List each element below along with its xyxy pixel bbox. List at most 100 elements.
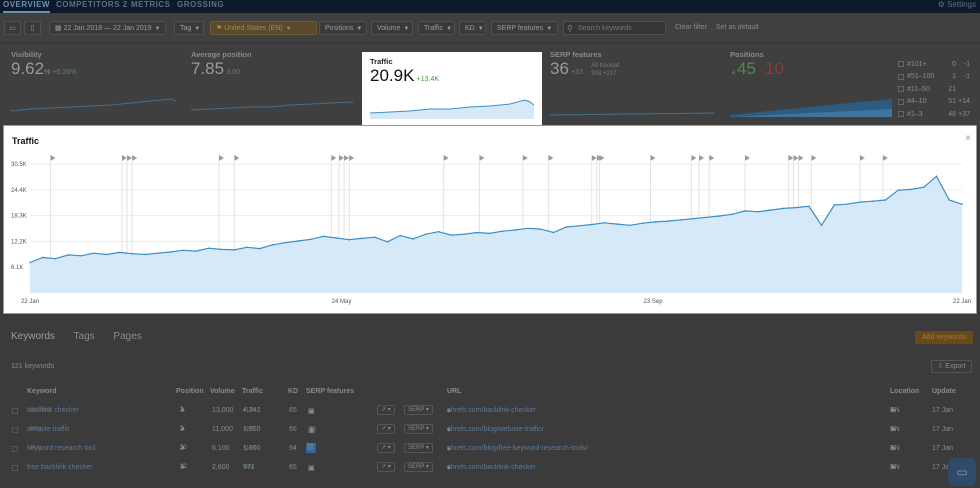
traffic-card[interactable]: Traffic 20.9K +13.4K bbox=[362, 52, 542, 125]
chart-dropdown[interactable]: ↗ ▾ bbox=[377, 405, 395, 415]
column-update[interactable]: Update bbox=[932, 388, 956, 395]
settings-link[interactable]: ⚙ Settings bbox=[937, 0, 976, 9]
average-position-card[interactable]: Average position 7.85 3.90 bbox=[191, 50, 355, 125]
date-range-picker[interactable]: ▦ 22 Jan 2018 — 22 Jan 2019 ▼ bbox=[49, 21, 166, 35]
chat-widget-button[interactable]: ▭ bbox=[948, 458, 976, 486]
url-cell[interactable]: 🔒︎ ahrefs.com/blog/free-keyword-research-… bbox=[447, 445, 588, 453]
data-point bbox=[680, 219, 682, 221]
table-row[interactable]: keyword research tool blog 2 ▲ 20 6,100 1,… bbox=[0, 440, 980, 459]
tab-pages[interactable]: Pages bbox=[113, 331, 142, 342]
column-serp-features[interactable]: SERP features bbox=[306, 388, 355, 395]
legend-row[interactable]: #1–3 48 +37 bbox=[898, 108, 970, 121]
tab-overview[interactable]: OVERVIEW bbox=[3, 0, 50, 13]
legend-row[interactable]: #4–10 51 +14 bbox=[898, 96, 970, 109]
legend-checkbox[interactable] bbox=[898, 86, 904, 93]
data-point bbox=[922, 186, 925, 189]
column-url[interactable]: URL bbox=[447, 388, 462, 395]
card-delta: 3.90 bbox=[226, 69, 240, 76]
top-navigation: OVERVIEW COMPETITORS 2 METRICS GROSSING … bbox=[0, 0, 980, 13]
traffic-filter[interactable]: Traffic ▼ bbox=[418, 21, 455, 35]
chevron-down-icon: ▼ bbox=[285, 26, 292, 32]
url-cell[interactable]: 🔒︎ ahrefs.com/blog/website-traffic/ ▾ bbox=[447, 426, 544, 434]
table-row[interactable]: backlink checker tracking 1 ▲ 3 13,000 4,2… bbox=[0, 402, 980, 421]
serp-features-filter[interactable]: SERP features ▼ bbox=[491, 21, 558, 35]
data-point bbox=[948, 199, 951, 201]
data-point bbox=[897, 189, 899, 192]
row-checkbox[interactable] bbox=[12, 465, 18, 471]
tab-tags[interactable]: Tags bbox=[73, 331, 95, 342]
chart-dropdown[interactable]: ↗ ▾ bbox=[377, 462, 395, 472]
export-button[interactable]: ⇩ Export bbox=[931, 360, 972, 373]
search-input[interactable]: ⚲ Search keywords bbox=[563, 21, 666, 35]
legend-checkbox[interactable] bbox=[898, 61, 904, 68]
visibility-card[interactable]: Visibility 9.62% +5.26% bbox=[11, 50, 181, 125]
url-cell[interactable]: 🔒︎ ahrefs.com/backlink-checker ▾ bbox=[447, 464, 536, 472]
close-icon[interactable]: × bbox=[965, 133, 971, 144]
legend-checkbox[interactable] bbox=[898, 73, 904, 80]
traffic-chart[interactable]: 6.1K 12.2K 18.3K 24.4K 30.5K 22 Jan 24 May 23 S… bbox=[4, 126, 978, 315]
serp-features-card[interactable]: SERP features 36 +33 All tracked 308 +217 bbox=[550, 50, 720, 125]
featured-snippet-icon bbox=[306, 443, 316, 453]
card-value-row: 36 +33 All tracked 308 +217 bbox=[550, 59, 720, 79]
tag-filter[interactable]: Tag ▼ bbox=[174, 21, 204, 35]
serp-dropdown[interactable]: SERP ▾ bbox=[404, 424, 433, 434]
chart-dropdown[interactable]: ↗ ▾ bbox=[377, 424, 395, 434]
serp-dropdown[interactable]: SERP ▾ bbox=[404, 462, 433, 472]
desktop-toggle[interactable]: ▭ bbox=[4, 21, 21, 35]
data-point bbox=[476, 231, 478, 234]
tab-keywords[interactable]: Keywords bbox=[11, 331, 55, 342]
data-point bbox=[450, 234, 453, 236]
data-point bbox=[144, 253, 146, 256]
tab-grossing[interactable]: GROSSING bbox=[177, 0, 225, 9]
location-filter[interactable]: ⚑ United States (EN) ▼ bbox=[210, 21, 317, 35]
data-point bbox=[629, 224, 631, 227]
chevron-down-icon: ▼ bbox=[477, 26, 484, 32]
row-checkbox[interactable] bbox=[12, 408, 18, 414]
serp-all-tracked: All tracked 308 +217 bbox=[591, 63, 620, 77]
data-point bbox=[412, 238, 414, 240]
data-point bbox=[514, 229, 516, 231]
legend-row[interactable]: #51–100 1 -1 bbox=[898, 71, 970, 84]
data-point bbox=[259, 247, 261, 250]
tab-competitors[interactable]: COMPETITORS 2 bbox=[56, 0, 128, 9]
legend-row[interactable]: #11–50 21 bbox=[898, 83, 970, 96]
tab-metrics[interactable]: METRICS bbox=[131, 0, 171, 9]
column-volume[interactable]: Volume bbox=[210, 388, 235, 395]
data-point bbox=[386, 241, 389, 243]
add-keywords-button[interactable]: Add keywords bbox=[915, 331, 973, 344]
annotation-marker bbox=[859, 155, 865, 161]
annotation-marker bbox=[744, 155, 750, 161]
volume-filter[interactable]: Volume ▼ bbox=[371, 21, 413, 35]
data-point bbox=[463, 233, 465, 236]
legend-checkbox[interactable] bbox=[898, 98, 904, 105]
positions-card[interactable]: Positions ▲45 ▼10 bbox=[730, 50, 895, 125]
legend-checkbox[interactable] bbox=[898, 111, 904, 118]
table-row[interactable]: free backlink checker 1 ▲ 22 2,800 971 +9… bbox=[0, 459, 980, 478]
chart-dropdown[interactable]: ↗ ▾ bbox=[377, 443, 395, 453]
legend-row[interactable]: #101+ 0 -1 bbox=[898, 58, 970, 71]
data-point bbox=[284, 241, 287, 244]
card-value-row: ▲45 ▼10 bbox=[730, 59, 895, 79]
us-flag-icon: ⚑ bbox=[890, 465, 897, 472]
url-cell[interactable]: 🔒︎ ahrefs.com/backlink-checker ▾ bbox=[447, 407, 536, 415]
row-checkbox[interactable] bbox=[12, 427, 18, 433]
clear-filter-link[interactable]: Clear filter bbox=[675, 24, 707, 31]
data-point bbox=[654, 221, 657, 223]
kd-filter[interactable]: KD ▼ bbox=[459, 21, 486, 35]
mobile-toggle[interactable]: ▯ bbox=[24, 21, 41, 35]
positions-filter[interactable]: Positions ▼ bbox=[319, 21, 367, 35]
set-default-link[interactable]: Set as default bbox=[716, 24, 759, 31]
data-point bbox=[488, 232, 491, 235]
data-point bbox=[731, 213, 733, 216]
column-location[interactable]: Location bbox=[890, 388, 920, 395]
column-kd[interactable]: KD bbox=[288, 388, 299, 395]
us-flag-icon: ⚑ bbox=[890, 427, 897, 434]
data-point bbox=[667, 220, 670, 222]
table-row[interactable]: website traffic blog 3 ▲ 3 11,000 1,650 +9… bbox=[0, 421, 980, 440]
annotation-marker bbox=[50, 155, 56, 161]
serp-dropdown[interactable]: SERP ▾ bbox=[404, 405, 433, 415]
row-checkbox[interactable] bbox=[12, 446, 18, 452]
serp-dropdown[interactable]: SERP ▾ bbox=[404, 443, 433, 453]
column-position[interactable]: Position bbox=[176, 388, 204, 395]
column-keyword[interactable]: Keyword bbox=[27, 388, 57, 395]
